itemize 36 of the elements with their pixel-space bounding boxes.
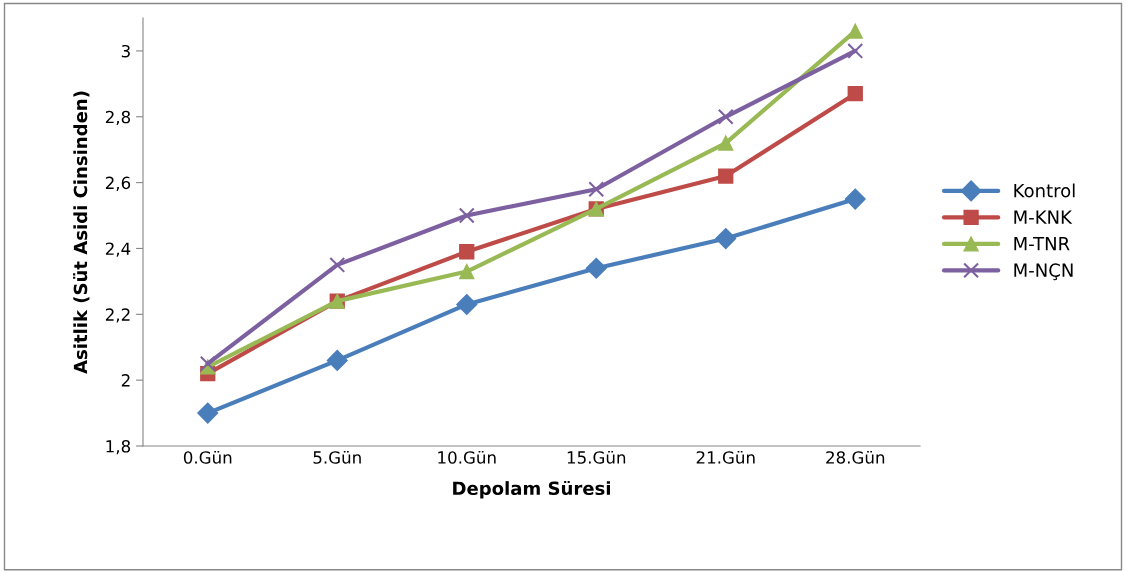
point (718, 168, 734, 184)
y-axis-title: Asitlik (Süt Asidi Cinsinden) (73, 91, 90, 374)
point (329, 256, 346, 273)
y-tick-label: 1,8 (106, 439, 131, 455)
point (844, 188, 866, 210)
point (718, 135, 734, 151)
point (847, 86, 863, 102)
point (717, 108, 734, 125)
x-tick-label: 28.Gün (826, 450, 885, 464)
point (715, 228, 737, 250)
y-tick-label: 2,6 (105, 176, 131, 191)
y-tick-label: 2,8 (105, 110, 131, 126)
point (847, 23, 863, 39)
y-tick-label: 2,2 (105, 308, 130, 323)
x-tick-label: 0.Gün (183, 450, 232, 464)
point (459, 244, 475, 260)
point (458, 207, 475, 224)
legend-label: M-TNR (1014, 237, 1070, 251)
point (459, 263, 475, 280)
y-tick-label: 2 (121, 374, 130, 387)
point (456, 293, 478, 315)
point (326, 349, 348, 371)
x-tick-label: 10.Gün (438, 450, 496, 464)
legend-label: M-KNK (1014, 210, 1073, 224)
x-axis-title: Depolam Süresi (453, 480, 610, 499)
y-tick-label: 2,4 (105, 242, 131, 257)
x-tick-label: 21.Gün (696, 450, 755, 464)
point (588, 181, 605, 198)
point (197, 402, 219, 424)
legend-label: Kontrol (1014, 183, 1075, 198)
x-tick-label: 15.Gün (567, 450, 626, 464)
point (847, 42, 864, 59)
point (585, 257, 607, 279)
legend-label: M-NÇN (1014, 263, 1073, 281)
y-tick-label: 3 (121, 44, 130, 58)
x-tick-label: 5.Gün (313, 450, 361, 464)
